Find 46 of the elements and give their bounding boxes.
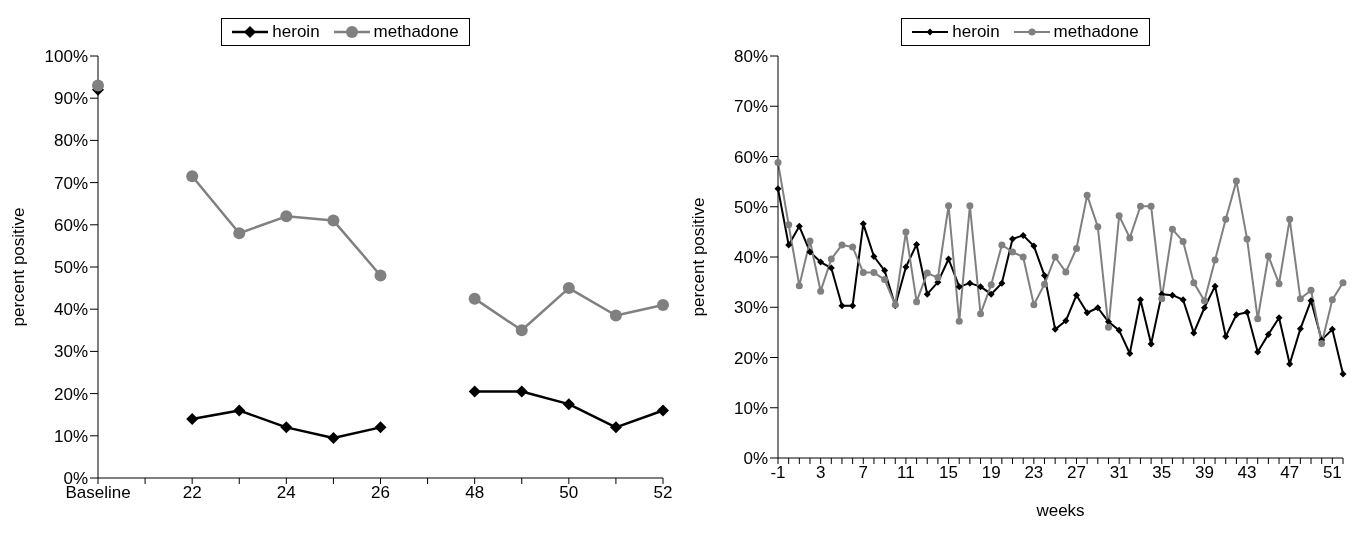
y-tick-label: 90% <box>53 89 88 109</box>
y-tick-label: 100% <box>44 47 88 67</box>
x-tick-label: 23 <box>1024 463 1044 483</box>
x-tick-label: 48 <box>465 483 485 503</box>
y-axis-title: percent positive <box>689 197 709 317</box>
x-tick-label: 35 <box>1152 463 1172 483</box>
x-tick-label: 39 <box>1194 463 1214 483</box>
x-tick-label: 51 <box>1322 463 1342 483</box>
y-axis-title: percent positive <box>9 207 29 327</box>
x-tick-label: 15 <box>939 463 959 483</box>
legend-label: heroin <box>272 22 320 42</box>
x-tick-label: 27 <box>1067 463 1086 483</box>
x-tick-label: 31 <box>1109 463 1129 483</box>
y-tick-label: 60% <box>53 215 88 235</box>
y-tick-label: 70% <box>53 173 88 193</box>
x-axis-title: weeks <box>1035 501 1085 520</box>
y-tick-label: 80% <box>53 131 88 151</box>
x-tick-label: 26 <box>371 483 390 503</box>
x-tick-label: 22 <box>182 483 202 503</box>
y-tick-label: 80% <box>733 47 768 67</box>
y-tick-label: 30% <box>53 342 88 362</box>
y-tick-label: 10% <box>733 398 768 418</box>
y-tick-label: 20% <box>733 348 768 368</box>
legend-label: methadone <box>1053 22 1139 42</box>
y-tick-label: 10% <box>53 426 88 446</box>
y-tick-label: 60% <box>733 147 768 167</box>
legend-label: methadone <box>373 22 459 42</box>
y-tick-label: 0% <box>743 449 768 469</box>
x-tick-label: 19 <box>981 463 1001 483</box>
x-tick-label: 43 <box>1237 463 1257 483</box>
x-tick-label: 3 <box>815 463 826 483</box>
x-tick-label: 24 <box>276 483 296 503</box>
y-tick-label: 50% <box>53 258 88 278</box>
x-tick-label: 50 <box>559 483 579 503</box>
y-tick-label: 40% <box>53 300 88 320</box>
x-tick-label: 11 <box>897 463 915 483</box>
x-tick-label: 7 <box>858 463 869 483</box>
x-tick-label: 47 <box>1280 463 1300 483</box>
y-tick-label: 50% <box>733 197 768 217</box>
y-tick-label: 70% <box>733 97 768 117</box>
y-tick-label: 30% <box>733 298 768 318</box>
legend-label: heroin <box>952 22 1000 42</box>
x-tick-label: -1 <box>770 463 786 483</box>
y-tick-label: 20% <box>53 384 88 404</box>
y-tick-label: 40% <box>733 248 768 268</box>
x-tick-label: 52 <box>653 483 673 503</box>
